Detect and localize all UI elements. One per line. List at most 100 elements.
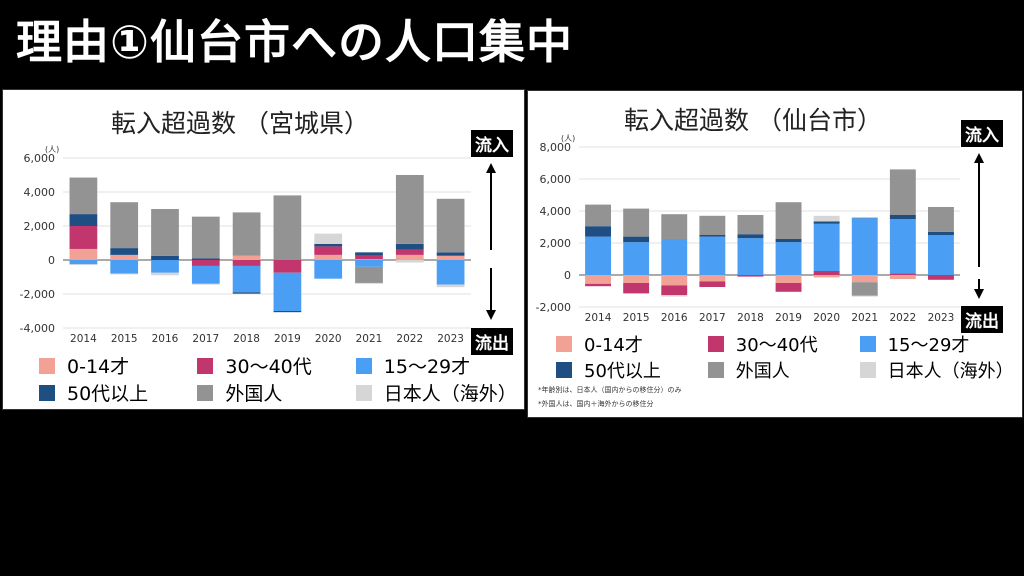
y-axis-unit: (人) xyxy=(561,134,575,143)
bar-segment-c50-2017 xyxy=(191,258,220,260)
legend-item-overseas: 日本人（海外） xyxy=(355,379,519,406)
bar-segment-overseas-2015 xyxy=(110,273,139,275)
bar-segment-overseas-2021 xyxy=(851,295,878,297)
legend-swatch xyxy=(355,384,372,401)
bar-segment-c15_29-2019 xyxy=(775,242,802,275)
footnote: *年齢別は、日本人（国内からの移住分）のみ xyxy=(538,386,682,394)
bar-segment-c50-2019 xyxy=(273,311,302,313)
bar-segment-foreign-2018 xyxy=(737,215,764,235)
legend-swatch xyxy=(39,384,55,401)
legend-item-c15_29: 15〜29才 xyxy=(355,352,519,379)
legend-swatch xyxy=(859,336,876,352)
bar-segment-c15_29-2021 xyxy=(851,218,878,275)
y-tick-label: 6,000 xyxy=(540,173,572,186)
bar-segment-c15_29-2015 xyxy=(623,242,650,275)
bar-segment-foreign-2021 xyxy=(355,266,383,283)
bar-segment-foreign-2017 xyxy=(699,215,726,235)
x-tick-label: 2021 xyxy=(851,312,878,324)
bar-segment-c30_40-2019 xyxy=(273,260,302,273)
bar-segment-c50-2018 xyxy=(737,234,764,239)
bar-segment-c0_14-2020 xyxy=(813,275,840,278)
y-tick-label: 6,000 xyxy=(24,152,56,165)
outflow-label: 流出 xyxy=(471,328,513,355)
bar-segment-c15_29-2016 xyxy=(151,260,179,273)
bar-segment-overseas-2022 xyxy=(395,260,424,263)
bar-segment-c15_29-2022 xyxy=(889,219,916,274)
bar-segment-overseas-2016 xyxy=(151,272,179,276)
bar-segment-foreign-2015 xyxy=(623,208,650,237)
bar-segment-foreign-2022 xyxy=(889,169,916,215)
bar-segment-foreign-2019 xyxy=(273,195,302,260)
bar-segment-c30_40-2018 xyxy=(737,275,764,277)
y-tick-label: 0 xyxy=(564,269,571,282)
legend-swatch xyxy=(39,357,55,374)
y-tick-label: 4,000 xyxy=(540,205,572,218)
bar-segment-foreign-2023 xyxy=(436,198,465,253)
chart-panel-sendai: 転入超過数 （仙台市） 流入 流出 8,000 6,000 4,000 2,000 0-… xyxy=(527,90,1023,418)
legend-item-foreign: 外国人 xyxy=(197,379,355,406)
bar-segment-c50-2015 xyxy=(623,236,650,243)
bar-segment-c50-2014 xyxy=(585,226,612,237)
bar-segment-c15_29-2017 xyxy=(699,236,726,275)
legend-swatch xyxy=(859,362,876,378)
bar-segment-c50-2022 xyxy=(889,215,916,219)
bar-segment-c0_14-2019 xyxy=(775,275,802,283)
bar-segment-c15_29-2019 xyxy=(273,272,302,311)
bar-segment-c30_40-2016 xyxy=(661,285,688,295)
y-tick-label: 4,000 xyxy=(24,186,56,199)
legend-label: 50代以上 xyxy=(67,383,149,405)
legend-item-c0_14: 0-14才 xyxy=(39,352,197,379)
legend-item-c50: 50代以上 xyxy=(39,379,197,406)
x-tick-label: 2014 xyxy=(585,312,612,324)
y-tick-label: 2,000 xyxy=(540,237,572,250)
bar-segment-c15_29-2023 xyxy=(436,260,465,285)
bar-segment-c50-2023 xyxy=(436,252,465,256)
inflow-label: 流入 xyxy=(471,130,513,157)
inflow-label: 流入 xyxy=(961,120,1003,147)
legend: 0-14才 30〜40代 15〜29才 50代以上 外国人 日本人（海外） xyxy=(556,331,1016,383)
bar-segment-c50-2016 xyxy=(151,255,179,260)
bar-segment-c15_29-2014 xyxy=(69,260,98,265)
bar-segment-c50-2020 xyxy=(813,221,840,224)
footnote: *外国人は、国内＋海外からの移住分 xyxy=(538,400,654,408)
bar-segment-c30_40-2020 xyxy=(314,246,343,255)
bar-segment-c15_29-2018 xyxy=(737,238,764,275)
bar-segment-foreign-2016 xyxy=(151,209,179,256)
page-title: 理由①仙台市への人口集中 xyxy=(16,15,573,69)
bar-segment-overseas-2014 xyxy=(69,264,98,266)
bar-segment-c50-2018 xyxy=(232,292,261,294)
legend-item-c15_29: 15〜29才 xyxy=(859,331,1016,357)
bar-segment-foreign-2021 xyxy=(851,282,878,296)
x-tick-label: 2016 xyxy=(152,333,179,345)
bar-segment-c30_40-2017 xyxy=(191,260,220,266)
bar-segment-c30_40-2015 xyxy=(623,283,650,294)
bar-segment-c0_14-2018 xyxy=(232,255,261,260)
legend-label: 30〜40代 xyxy=(735,335,818,356)
bar-segment-c30_40-2022 xyxy=(395,249,424,255)
outflow-arrowhead-icon xyxy=(486,310,496,320)
outflow-arrowhead-icon xyxy=(974,289,984,299)
bar-segment-c50-2020 xyxy=(314,243,343,247)
y-tick-label: 2,000 xyxy=(24,220,56,233)
y-tick-label: -4,000 xyxy=(20,322,55,335)
bar-segment-overseas-2021 xyxy=(355,282,383,284)
inflow-arrowhead-icon xyxy=(974,153,984,163)
x-tick-label: 2023 xyxy=(437,333,464,345)
x-tick-label: 2018 xyxy=(233,333,260,345)
x-tick-label: 2016 xyxy=(661,312,688,324)
legend-label: 日本人（海外） xyxy=(383,383,517,405)
bar-segment-overseas-2023 xyxy=(436,284,465,288)
bar-segment-c15_29-2023 xyxy=(927,235,954,275)
bar-segment-c30_40-2018 xyxy=(232,260,261,266)
bar-segment-c30_40-2020 xyxy=(813,271,840,275)
x-tick-label: 2018 xyxy=(737,312,764,324)
bar-segment-overseas-2017 xyxy=(191,283,220,285)
x-tick-label: 2020 xyxy=(813,312,840,324)
bar-segment-c50-2023 xyxy=(927,231,954,235)
x-tick-label: 2015 xyxy=(623,312,650,324)
bar-segment-c50-2014 xyxy=(69,214,98,226)
bar-segment-overseas-2020 xyxy=(813,215,840,222)
bar-segment-foreign-2014 xyxy=(585,204,612,227)
legend-swatch xyxy=(355,357,372,374)
y-tick-label: 0 xyxy=(48,254,55,267)
